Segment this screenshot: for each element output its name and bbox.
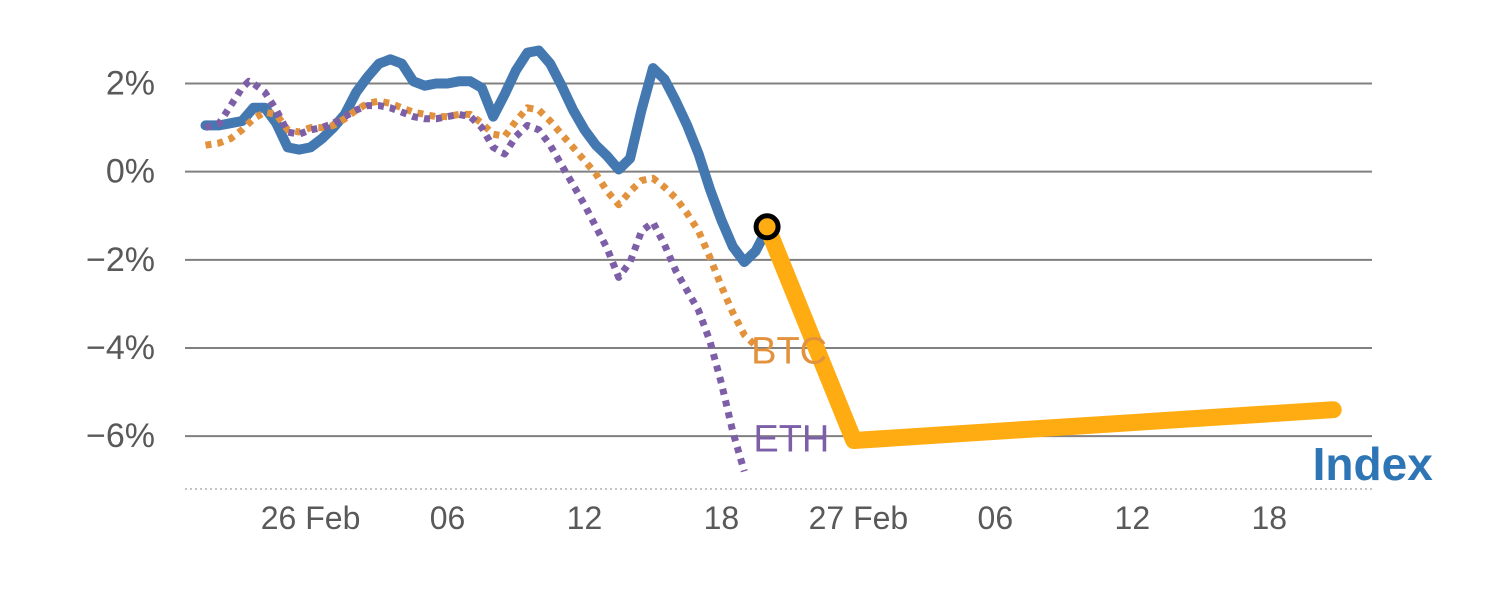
x-tick-label: 12 <box>1115 500 1151 536</box>
series-label-index: Index <box>1313 438 1434 490</box>
series-line-index-projection <box>758 218 1342 449</box>
y-tick-label: −6% <box>86 417 155 455</box>
y-tick-label: −4% <box>86 329 155 367</box>
y-tick-label: 2% <box>106 65 155 103</box>
series-line-btc <box>204 97 759 349</box>
x-tick-label: 06 <box>978 500 1014 536</box>
x-tick-label: 18 <box>704 500 740 536</box>
x-tick-label: 12 <box>567 500 603 536</box>
y-tick-label: 0% <box>106 153 155 191</box>
series-label-eth: ETH <box>753 419 829 461</box>
series-label-btc: BTC <box>751 330 827 372</box>
current-point-marker <box>753 213 781 241</box>
x-tick-label: 06 <box>430 500 466 536</box>
y-tick-label: −2% <box>86 241 155 279</box>
series-line-index <box>200 45 773 267</box>
x-tick-label: 18 <box>1251 500 1287 536</box>
x-tick-label: 26 Feb <box>261 500 361 536</box>
x-tick-label: 27 Feb <box>809 500 909 536</box>
